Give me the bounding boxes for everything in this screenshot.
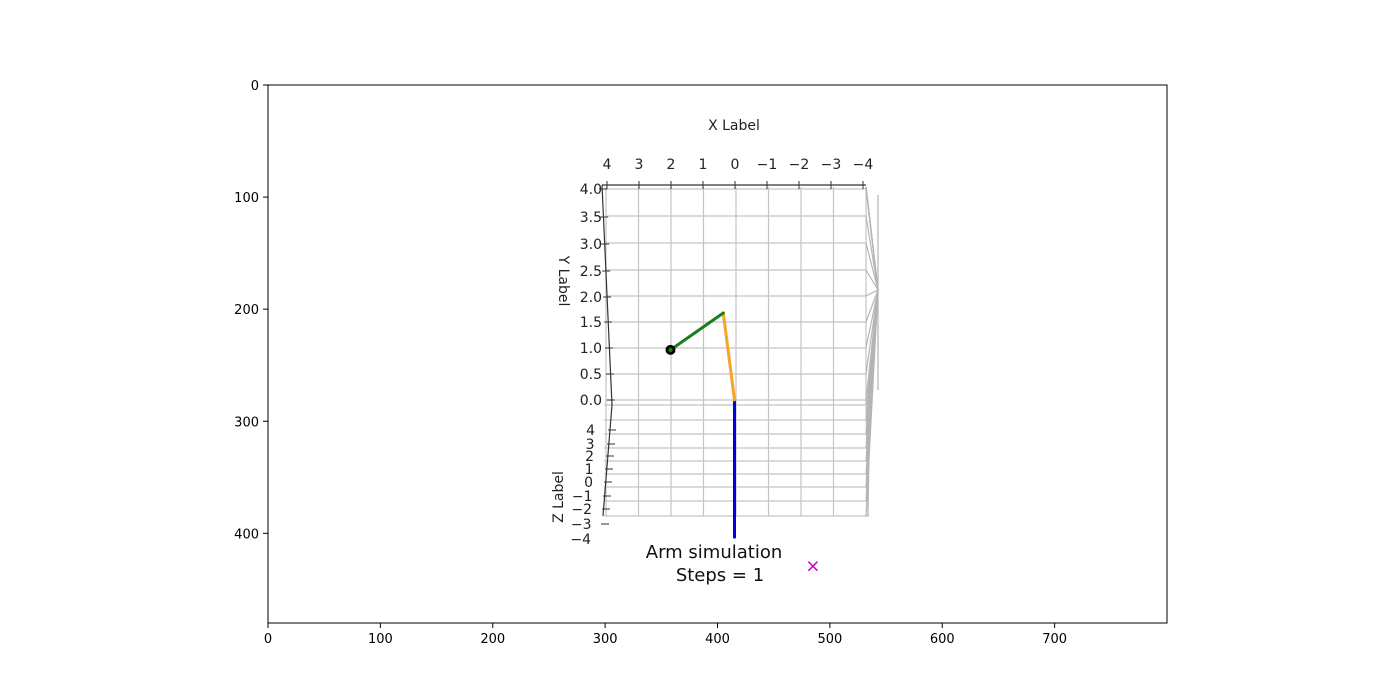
y-axis-label: Y Label <box>555 255 571 307</box>
side-grid-line <box>865 289 879 297</box>
y-tick-label: 3.5 <box>580 210 602 226</box>
outer-x-tick-label: 300 <box>593 632 618 647</box>
outer-x-tick-label: 0 <box>264 632 272 647</box>
title-line-1: Arm simulation <box>646 542 783 563</box>
y-tick-label: 4.0 <box>580 182 602 198</box>
x-tick-label: 4 <box>603 157 612 173</box>
z-tick-label: −1 <box>572 489 593 505</box>
outer-axes-frame <box>267 84 1168 624</box>
outer-x-tick-label: 100 <box>368 632 393 647</box>
outer-y-axis: 0 100 200 300 400 <box>234 79 268 542</box>
outer-x-tick-label: 200 <box>480 632 505 647</box>
x-tick-label: 1 <box>699 157 708 173</box>
side-grid-line <box>865 188 879 291</box>
x-tick-label: −4 <box>853 157 874 173</box>
y-tick-label: 0.0 <box>580 393 602 409</box>
x-tick-label: 0 <box>731 157 740 173</box>
x-tick-label: −1 <box>757 157 778 173</box>
z-tick-label: 2 <box>585 449 594 465</box>
x-tick-label: −2 <box>789 157 810 173</box>
outer-y-tick-label: 100 <box>234 191 259 206</box>
outer-x-axis: 0 100 200 300 400 500 600 700 <box>264 623 1067 647</box>
outer-y-tick-label: 200 <box>234 303 259 318</box>
arm-segment-2 <box>721 311 736 402</box>
side-grid-line <box>865 289 879 349</box>
z-tick-label: −4 <box>570 532 591 548</box>
3d-axes: 4 3 2 1 0 −1 −2 −3 −40.00.51.01.52.02.53.03.54.0… <box>570 157 873 548</box>
x-tick-label: 2 <box>667 157 676 173</box>
z-tick-label: 0 <box>584 475 593 491</box>
z-tick-label: −3 <box>571 517 592 533</box>
title-line-2: Steps = 1 <box>676 565 764 586</box>
side-grid-line <box>865 269 879 291</box>
y-tick-label: 2.0 <box>580 290 602 306</box>
side-grid-line <box>865 289 879 517</box>
z-tick-label: 3 <box>586 437 595 453</box>
y-tick-label: 0.5 <box>580 367 602 383</box>
end-effector-marker-center <box>668 347 673 353</box>
side-grid-line <box>865 289 879 401</box>
y-tick-label: 1.5 <box>580 315 602 331</box>
z-tick-label: 1 <box>585 462 594 478</box>
arm-plot <box>665 311 818 572</box>
x-tick-label: 3 <box>635 157 644 173</box>
y-tick-label: 2.5 <box>580 264 602 280</box>
outer-y-tick-label: 400 <box>234 527 259 542</box>
z-tick-label: 4 <box>586 423 595 439</box>
target-marker-stroke-b <box>807 561 818 572</box>
outer-x-tick-label: 500 <box>817 632 842 647</box>
side-grid-line <box>865 289 879 323</box>
x-tick-label: −3 <box>821 157 842 173</box>
outer-y-tick-label: 300 <box>234 415 259 430</box>
z-tick-label: −2 <box>571 502 592 518</box>
z-axis-label: Z Label <box>551 471 567 523</box>
outer-y-tick-label: 0 <box>251 79 259 94</box>
y-tick-label: 3.0 <box>580 237 602 253</box>
outer-x-tick-label: 700 <box>1042 632 1067 647</box>
side-grid-line <box>865 289 879 375</box>
outer-x-tick-label: 400 <box>705 632 730 647</box>
z-axis-line <box>602 404 613 517</box>
side-grid-edge <box>867 394 871 517</box>
arm-segment-3 <box>669 311 725 352</box>
x-axis-label: X Label <box>708 118 760 134</box>
outer-x-tick-label: 600 <box>930 632 955 647</box>
side-grid-line <box>865 242 879 291</box>
y-axis-line <box>601 184 613 406</box>
y-tick-label: 1.0 <box>580 341 602 357</box>
